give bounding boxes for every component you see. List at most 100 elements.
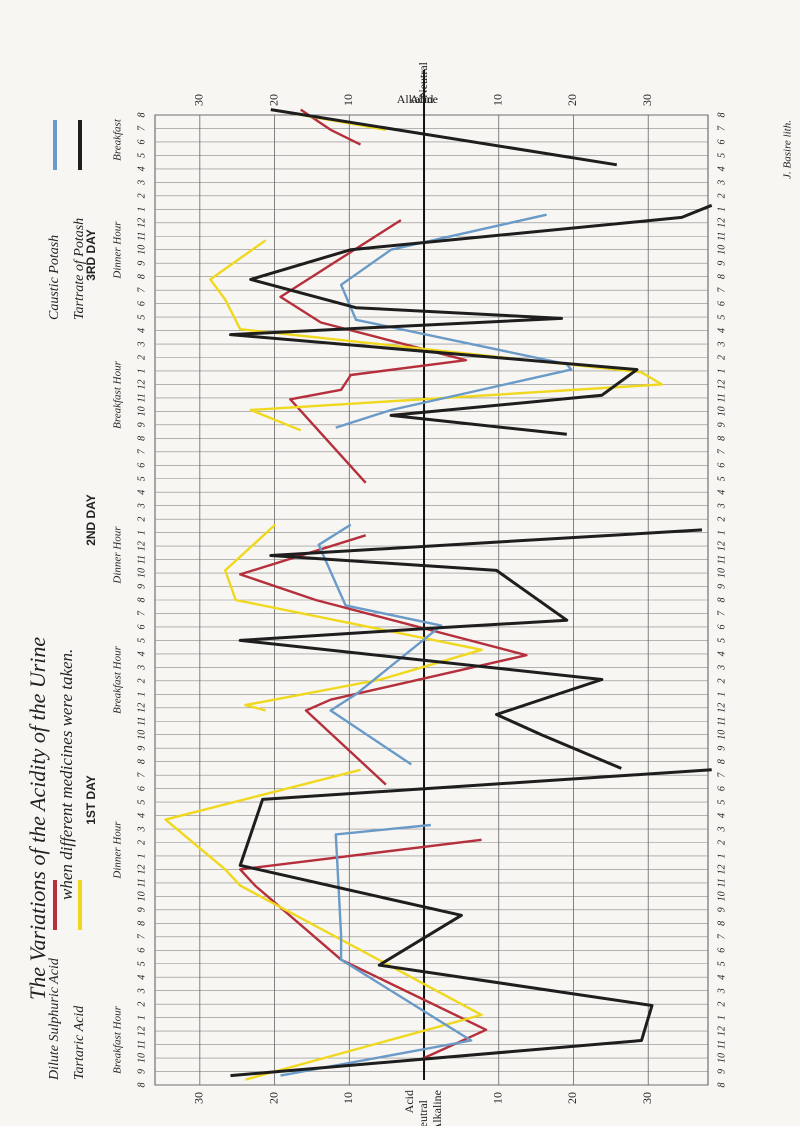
x-tick-label: 11 [716,878,727,887]
x-tick-label: 12 [716,1026,727,1036]
legend-item: Caustic Potash [47,120,62,320]
x-tick-label: 10 [716,245,727,255]
series-line [164,108,663,1081]
x-tick-label: 4 [136,166,147,171]
x-tick-label: 5 [716,961,727,966]
y-tick-label: 10 [491,94,505,106]
x-tick-label: 10 [716,730,727,740]
x-tick-label: 5 [136,961,147,966]
x-tick-label: 8 [136,759,147,764]
x-tick-label: 2 [716,1002,727,1007]
x-tick-label: 3 [716,827,727,833]
y-axis-label: Acid [402,1090,416,1113]
x-tick-label: 6 [716,948,727,953]
meal-label: Breakfast Hour [112,1005,124,1073]
x-tick-label: 6 [716,139,727,144]
x-tick-label: 12 [716,703,727,713]
x-tick-label: 8 [136,436,147,441]
x-tick-label: 9 [136,584,147,589]
x-tick-label: 10 [716,891,727,901]
x-tick-label: 11 [136,878,147,887]
x-tick-label: 5 [136,315,147,320]
y-tick-label: 30 [640,94,654,106]
x-tick-label: 1 [136,692,147,697]
x-tick-label: 8 [716,598,727,603]
x-tick-label: 2 [136,678,147,683]
x-tick-label: 3 [716,503,727,509]
y-tick-label: Neutral [416,61,430,98]
x-tick-label: 5 [136,638,147,643]
x-tick-label: 7 [716,772,727,778]
x-tick-label: 7 [716,287,727,293]
x-tick-label: 4 [136,490,147,495]
x-tick-label: 1 [716,692,727,697]
x-tick-label: 12 [136,864,147,874]
series-line [229,108,713,1078]
x-tick-label: 2 [716,355,727,360]
x-tick-label: 4 [716,651,727,656]
x-tick-label: 2 [136,517,147,522]
x-tick-label: 9 [716,261,727,266]
series-line [239,108,528,1061]
x-tick-label: 11 [136,1040,147,1049]
x-tick-label: 10 [136,730,147,740]
x-tick-label: 7 [136,287,147,293]
meal-label: Breakfast Hour [112,645,124,713]
x-tick-label: 11 [136,555,147,564]
y-axis-label: Alkaline [430,1090,444,1126]
x-tick-label: 11 [136,232,147,241]
y-tick-label: 10 [491,1092,505,1104]
x-tick-label: 11 [716,1040,727,1049]
legend-label: Caustic Potash [47,235,62,320]
meal-label: Dinner Hour [112,221,124,280]
y-tick-label: 20 [266,94,280,106]
legend-item: Tartrate of Potash [72,120,87,320]
x-tick-label: 8 [716,274,727,279]
x-tick-label: 11 [716,717,727,726]
x-tick-label: 8 [136,1083,147,1088]
x-tick-label: 2 [716,193,727,198]
x-tick-label: 12 [136,379,147,389]
x-tick-label: 4 [716,490,727,495]
x-tick-label: 1 [716,853,727,858]
x-tick-label: 1 [136,207,147,212]
day-label: 1ST DAY [84,775,98,825]
legend-label: Tartaric Acid [72,1005,87,1080]
x-tick-label: 7 [136,772,147,778]
x-tick-label: 6 [136,624,147,629]
x-tick-label: 5 [716,476,727,481]
x-tick-label: 5 [716,638,727,643]
x-tick-label: 12 [716,218,727,228]
chart-subtitle: when different medicines were taken. [57,649,76,900]
x-tick-label: 1 [136,853,147,858]
legend-label: Tartrate of Potash [72,218,87,320]
x-tick-label: 2 [136,193,147,198]
legend-item: Tartaric Acid [72,880,87,1080]
x-tick-label: 1 [136,368,147,373]
y-tick-label: 30 [192,94,206,106]
x-tick-label: 10 [136,891,147,901]
x-tick-label: 6 [136,463,147,468]
x-tick-label: 6 [716,301,727,306]
x-tick-label: 9 [136,261,147,266]
day-label: 2ND DAY [84,494,98,546]
x-tick-label: 4 [716,975,727,980]
x-tick-label: 4 [716,328,727,333]
x-tick-label: 6 [716,624,727,629]
x-tick-label: 10 [136,1053,147,1063]
y-tick-label: 20 [565,1092,579,1104]
x-tick-label: 2 [136,1002,147,1007]
x-tick-label: 3 [136,665,147,671]
x-tick-label: 7 [716,448,727,454]
x-tick-label: 11 [716,393,727,402]
x-tick-label: 12 [136,541,147,551]
x-tick-label: 1 [716,207,727,212]
y-tick-label: 30 [192,1092,206,1104]
x-tick-label: 11 [136,717,147,726]
x-tick-label: 12 [716,379,727,389]
x-tick-label: 3 [716,665,727,671]
x-tick-label: 8 [716,921,727,926]
x-tick-label: 1 [136,1015,147,1020]
x-tick-label: 10 [716,568,727,578]
day-label: 3RD DAY [84,229,98,281]
